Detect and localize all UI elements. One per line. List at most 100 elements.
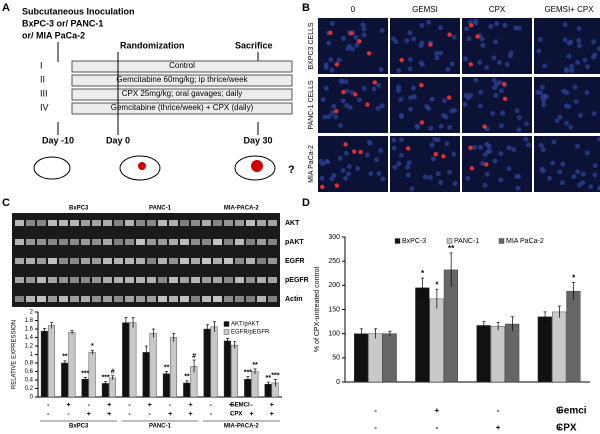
column-label: GEMSI [412,5,438,14]
nucleus [578,112,584,118]
band [136,239,145,245]
nucleus [560,161,566,167]
bar [61,362,69,398]
nucleus [506,166,512,172]
band [202,296,211,302]
nucleus [463,56,469,62]
band [59,220,68,226]
nucleus [419,40,425,46]
bar [169,337,177,398]
band [26,277,35,283]
stain [419,120,425,125]
band [147,296,156,302]
nucleus [398,97,404,103]
band [235,239,244,245]
condition: - [128,411,131,418]
band [246,277,255,283]
nucleus [515,173,521,179]
band [224,296,233,302]
nucleus [396,161,402,167]
band [81,277,90,283]
nucleus [464,26,470,32]
column-label: CPX [489,5,506,14]
annotation: * [572,274,576,283]
nucleus [434,55,440,61]
band [15,296,24,302]
band [59,258,68,264]
band [15,258,24,264]
condition-label: CPX [556,423,577,434]
mice [33,155,276,181]
nucleus [504,61,510,67]
condition: + [87,411,91,418]
band [158,220,167,226]
condition: - [497,406,500,415]
legend-swatch [498,238,505,244]
band [257,220,266,226]
y-tick-label: 150 [328,306,340,313]
nucleus [516,127,522,133]
column-label: 0 [351,5,356,14]
bar [40,330,48,398]
nucleus [554,118,560,124]
nucleus [508,50,514,56]
micrograph [318,18,388,74]
nucleus [584,64,590,70]
nucleus [452,181,458,187]
band [48,277,57,283]
band [15,277,24,283]
band [70,296,79,302]
nucleus [482,152,488,158]
band [103,258,112,264]
nucleus [379,27,385,33]
nucleus [491,77,497,83]
band [37,277,46,283]
nucleus [571,174,577,180]
nucleus [376,171,382,177]
nucleus [336,57,342,63]
band [26,296,35,302]
stain [446,95,452,100]
band [180,258,189,264]
y-tick-label: 1.8 [25,318,34,324]
nucleus [409,186,415,192]
y-tick-label: 300 [328,234,340,241]
y-tick-label: 1.4 [25,335,34,341]
bar [382,333,397,383]
nucleus [466,36,472,42]
condition: - [210,411,213,418]
band [224,220,233,226]
nucleus [424,103,430,109]
band [103,220,112,226]
band [147,277,156,283]
band [81,220,90,226]
nucleus [473,77,479,83]
panel-letter: A [2,2,10,14]
bar [68,332,76,398]
row-label: PANC-1 CELLS [308,80,315,130]
band [70,239,79,245]
nucleus [443,114,449,120]
blot-label: Actin [285,296,303,303]
y-tick-label: 1.2 [25,344,34,350]
band [26,220,35,226]
y-tick-label: 50 [332,355,340,362]
stain [353,92,358,97]
nucleus [438,179,444,185]
band [180,296,189,302]
nucleus [323,64,329,70]
band [202,220,211,226]
bar [108,377,116,398]
stain [502,96,508,101]
nucleus [574,143,580,149]
nucleus [562,22,568,28]
legend-label: MIA PaCa-2 [506,238,544,245]
annotation: ** [266,375,272,382]
band [114,258,123,264]
band [15,220,24,226]
condition: + [188,411,192,418]
nucleus [449,61,455,67]
nucleus [537,36,543,42]
y-tick-label: 1 [30,352,34,358]
band [246,220,255,226]
